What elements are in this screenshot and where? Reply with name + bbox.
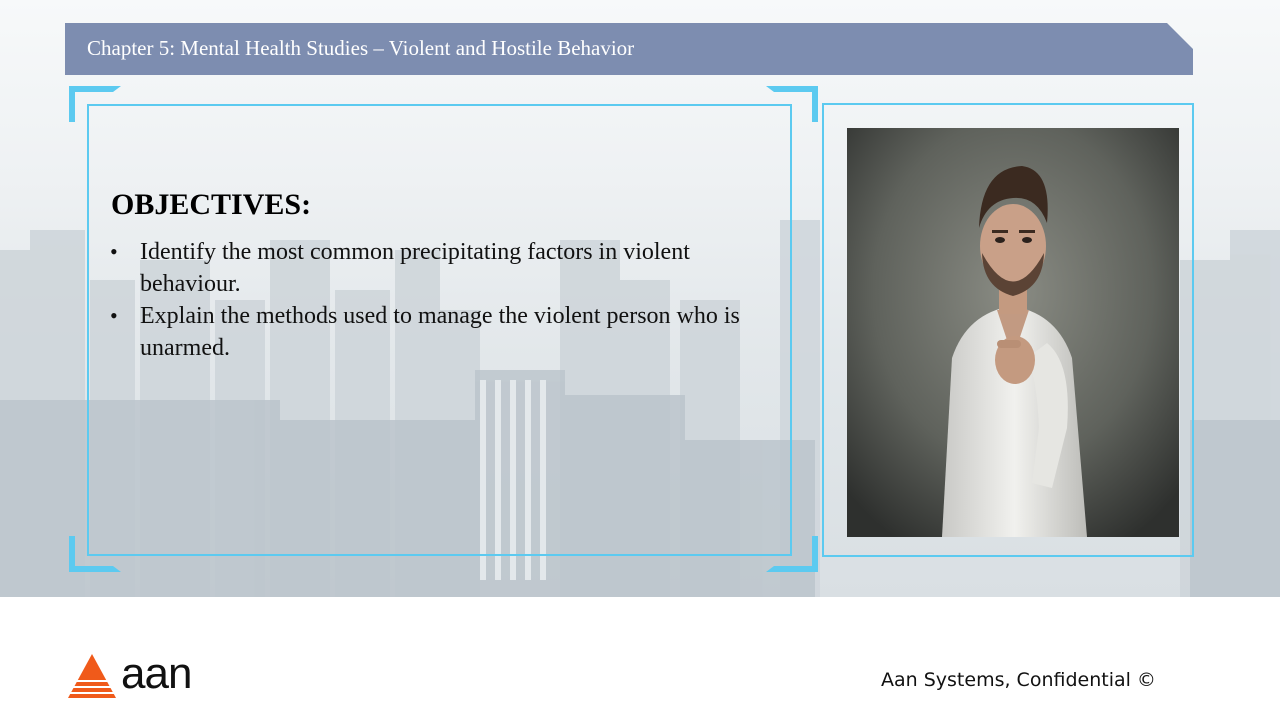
objective-item: • Explain the methods used to manage the… xyxy=(108,300,788,364)
bullet-icon: • xyxy=(110,303,118,328)
skyline-illustration xyxy=(0,220,1280,597)
objective-item: • Identify the most common precipitating… xyxy=(108,236,788,300)
header-bar-shape xyxy=(65,23,1193,75)
objective-text: Identify the most common precipitating f… xyxy=(140,239,690,297)
objectives-list: • Identify the most common precipitating… xyxy=(108,236,788,364)
image-frame xyxy=(822,103,1194,557)
bullet-icon: • xyxy=(110,239,118,264)
chapter-title: Chapter 5: Mental Health Studies – Viole… xyxy=(87,36,635,60)
objective-text: Explain the methods used to manage the v… xyxy=(140,303,740,361)
chapter-header-bar: Chapter 5: Mental Health Studies – Viole… xyxy=(65,23,1193,75)
man-pointing-illustration xyxy=(847,128,1179,537)
objectives-heading: OBJECTIVES: xyxy=(111,188,312,221)
frame-corner-bottom-right xyxy=(766,536,818,572)
frame-corner-bottom-left xyxy=(69,536,121,572)
confidential-notice: Aan Systems, Confidential © xyxy=(881,669,1156,691)
aan-logo-text: aan xyxy=(121,649,192,698)
aan-logo-triangle-icon xyxy=(68,654,116,698)
aan-logo: aan xyxy=(68,649,198,700)
objectives-frame xyxy=(87,104,792,556)
frame-corner-top-right xyxy=(766,86,818,122)
man-pointing-photo xyxy=(847,128,1179,537)
frame-corner-top-left xyxy=(69,86,121,122)
